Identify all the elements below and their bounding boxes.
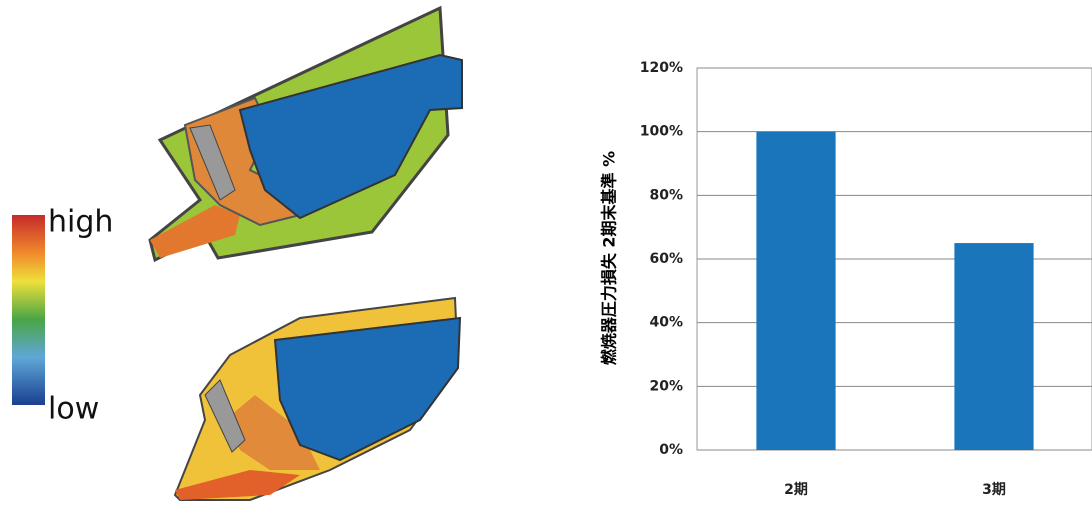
- y-tick-label: 60%: [649, 251, 683, 267]
- y-tick-label: 80%: [649, 187, 683, 203]
- bar: [756, 131, 836, 450]
- colorbar-low: low: [48, 392, 99, 427]
- y-tick-label: 20%: [649, 378, 683, 394]
- colorbar-high: high: [48, 205, 113, 240]
- x-tick-label: 2期: [784, 482, 808, 498]
- y-tick-label: 40%: [649, 315, 683, 331]
- y-tick-label: 120%: [640, 60, 683, 76]
- x-tick-label: 3期: [982, 482, 1006, 498]
- bar: [954, 243, 1034, 450]
- y-tick-label: 0%: [659, 442, 683, 458]
- y-axis-label: 燃焼器圧力損失 2期末基準 %: [600, 151, 619, 365]
- colorbar: [12, 215, 45, 405]
- y-tick-label: 100%: [640, 124, 683, 140]
- simulation-top: [148, 5, 463, 263]
- simulation-bottom: [173, 296, 462, 501]
